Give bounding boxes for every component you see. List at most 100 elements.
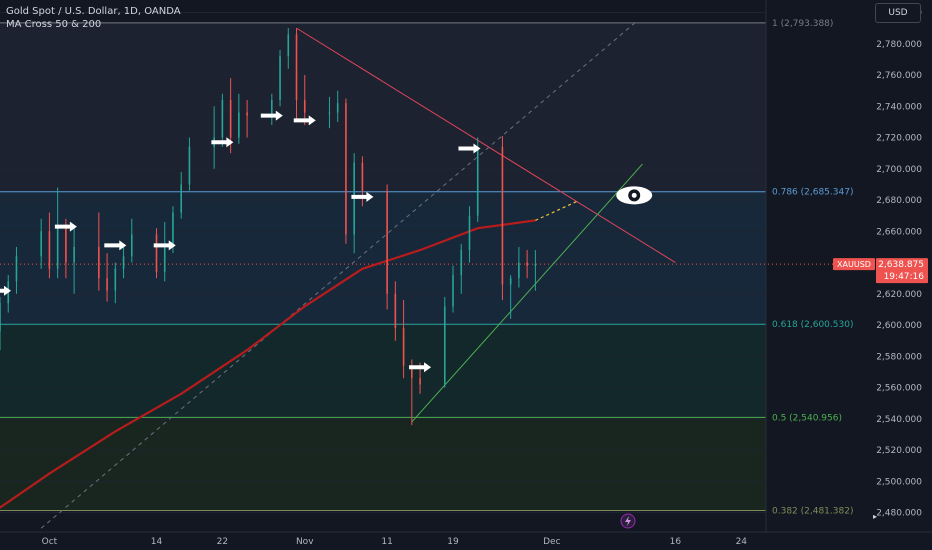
moving-average bbox=[0, 201, 577, 509]
price-tick: 2,520.000 bbox=[876, 446, 922, 456]
arrow-marker bbox=[260, 110, 283, 121]
time-axis[interactable]: Oct 14 22 Nov 11 19 Dec 16 24 bbox=[0, 531, 932, 550]
candle-body bbox=[56, 228, 59, 269]
currency-button[interactable]: USD bbox=[875, 3, 921, 23]
fib-level-label: 0.786 (2,685.347) bbox=[772, 188, 853, 198]
candle-body bbox=[518, 262, 520, 279]
time-label: Nov bbox=[296, 537, 314, 547]
candle-body bbox=[246, 112, 248, 116]
time-label: 22 bbox=[217, 537, 228, 547]
fib-band bbox=[0, 22, 766, 192]
candle-body bbox=[287, 34, 290, 57]
arrow-marker bbox=[0, 285, 11, 296]
candle-body bbox=[509, 278, 512, 285]
candle-body bbox=[114, 268, 117, 291]
time-axis-bg bbox=[0, 532, 932, 550]
axis-arrow: ▸ bbox=[873, 512, 877, 521]
candle-body bbox=[180, 184, 183, 213]
fib-level-label: 0.5 (2,540.956) bbox=[772, 413, 842, 423]
price-tick: 2,720.000 bbox=[876, 134, 922, 144]
price-tick: 2,760.000 bbox=[876, 71, 922, 81]
candle-body bbox=[238, 112, 240, 138]
candle-body bbox=[336, 103, 339, 113]
countdown: 19:47:16 bbox=[884, 272, 925, 282]
candle-body bbox=[122, 256, 125, 269]
time-label: 19 bbox=[447, 537, 459, 547]
candle-body bbox=[229, 100, 232, 138]
fib-level-label: 0.618 (2,600.530) bbox=[772, 320, 853, 330]
last-price-symbol: XAUUSD bbox=[837, 260, 871, 269]
price-tick: 2,500.000 bbox=[876, 477, 922, 487]
arrow-marker bbox=[351, 191, 374, 202]
candle-body bbox=[411, 365, 413, 379]
price-tick: 2,620.000 bbox=[876, 290, 922, 300]
candle-body bbox=[106, 278, 108, 291]
candle-body bbox=[328, 112, 331, 114]
last-price-tag bbox=[876, 258, 928, 284]
last-price: 2,638.875 bbox=[878, 260, 924, 270]
candle-body bbox=[130, 234, 133, 257]
candle-body bbox=[48, 231, 51, 269]
time-label: 14 bbox=[151, 537, 163, 547]
time-label: Oct bbox=[42, 537, 58, 547]
candle-body bbox=[65, 228, 67, 263]
price-axis[interactable]: 2,800.0002,780.0002,760.0002,740.0002,72… bbox=[765, 0, 928, 532]
trendlines[interactable] bbox=[0, 23, 870, 529]
lightning-bolt bbox=[625, 516, 631, 526]
candle-body bbox=[402, 328, 405, 366]
arrow-marker bbox=[458, 143, 481, 154]
price-tick: 2,540.000 bbox=[876, 415, 922, 425]
candle-body bbox=[271, 100, 273, 116]
candle-body bbox=[345, 103, 347, 235]
ma-projection bbox=[535, 201, 577, 221]
candle-body bbox=[188, 146, 191, 185]
price-tick: 2,480.000 bbox=[876, 509, 922, 519]
ma-line bbox=[0, 219, 536, 509]
price-tick: 2,780.000 bbox=[876, 40, 922, 50]
candle-body bbox=[73, 246, 75, 263]
trendline-diagonal bbox=[40, 23, 635, 529]
arrow-marker bbox=[293, 115, 316, 126]
price-tick: 2,740.000 bbox=[876, 102, 922, 112]
price-tick: 2,560.000 bbox=[876, 384, 922, 394]
fib-levels[interactable]: 1 (2,793.388) 0.786 (2,685.347) 0.618 (2,6… bbox=[0, 19, 853, 517]
time-label: 11 bbox=[381, 537, 392, 547]
arrow-marker bbox=[153, 240, 176, 251]
price-tick: 2,700.000 bbox=[876, 165, 922, 175]
symbol-title: Gold Spot / U.S. Dollar, 1D, OANDA bbox=[6, 6, 181, 17]
candle-body bbox=[40, 231, 42, 257]
candle-body bbox=[476, 146, 479, 216]
markers bbox=[0, 110, 653, 529]
candle-body bbox=[534, 264, 537, 266]
candle-body bbox=[361, 162, 364, 191]
candle-body bbox=[98, 246, 100, 279]
grid-lines bbox=[0, 12, 766, 514]
trendline-support bbox=[411, 163, 643, 423]
candle-body bbox=[386, 190, 388, 294]
last-price-symbol-tag bbox=[833, 258, 875, 271]
arrow-marker bbox=[104, 240, 127, 251]
arrow-marker bbox=[409, 362, 432, 373]
arrow-marker bbox=[54, 221, 77, 232]
eye-pupil bbox=[631, 192, 637, 198]
candle-body bbox=[163, 246, 166, 272]
fib-level-label: 1 (2,793.388) bbox=[772, 19, 833, 29]
candle-body bbox=[419, 378, 421, 385]
candle-body bbox=[0, 303, 1, 332]
candle-body bbox=[443, 306, 446, 385]
candle-body bbox=[155, 234, 158, 272]
candle-body bbox=[468, 215, 471, 251]
candle-body bbox=[15, 256, 18, 282]
fib-bands bbox=[0, 22, 766, 511]
time-label: Dec bbox=[543, 537, 560, 547]
price-tick: 2,600.000 bbox=[876, 321, 922, 331]
fib-level-label: 0.382 (2,481.382) bbox=[772, 506, 853, 516]
price-tick: 2,580.000 bbox=[876, 352, 922, 362]
candles bbox=[0, 28, 537, 426]
indicator-label: MA Cross 50 & 200 bbox=[6, 19, 102, 30]
arrow-marker bbox=[211, 137, 234, 148]
fib-band bbox=[0, 417, 766, 511]
candle-body bbox=[394, 293, 397, 329]
